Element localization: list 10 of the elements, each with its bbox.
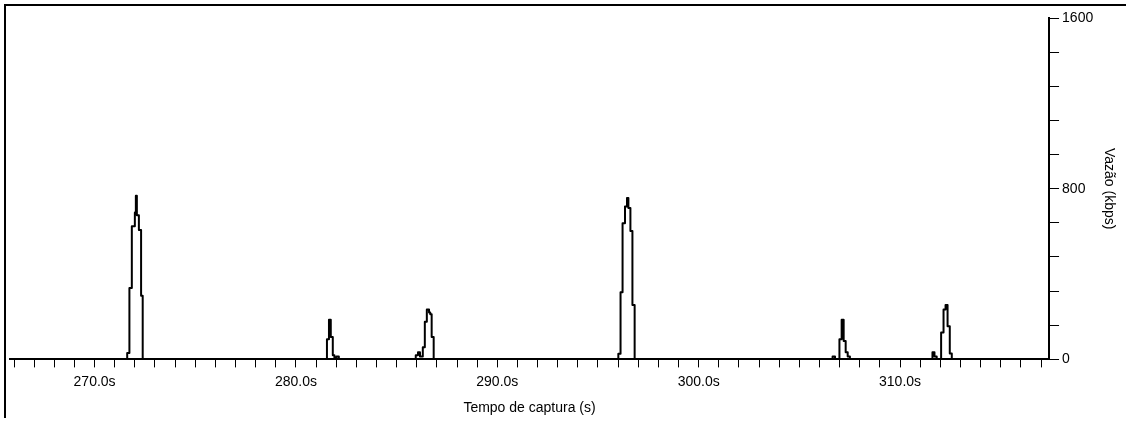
y-tick-label: 1600 [1062,8,1094,25]
x-tick-label: 270.0s [73,372,116,389]
x-axis-title: Tempo de captura (s) [463,399,596,416]
x-tick-label: 290.0s [476,372,519,389]
x-tick-label: 300.0s [677,372,720,389]
y-tick-label: 0 [1062,350,1071,367]
y-axis-title: Vazão (kbps) [1101,147,1118,230]
y-tick-label: 800 [1062,179,1086,196]
x-tick-label: 310.0s [879,372,922,389]
x-tick-label: 280.0s [274,372,317,389]
